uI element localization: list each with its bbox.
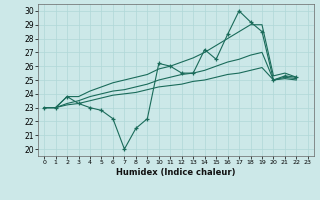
X-axis label: Humidex (Indice chaleur): Humidex (Indice chaleur) bbox=[116, 168, 236, 177]
